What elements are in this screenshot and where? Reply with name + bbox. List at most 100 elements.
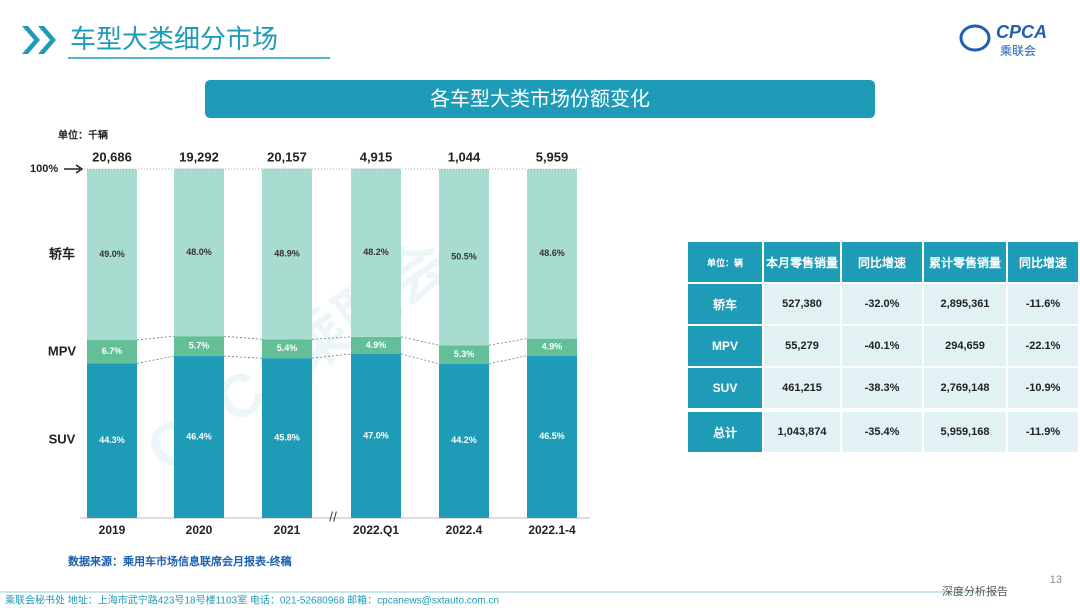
connector: [400, 336, 440, 346]
connector: [488, 338, 528, 346]
axis-break: //: [329, 509, 337, 525]
bar-segment: [87, 363, 137, 518]
data-label: 6.7%: [102, 346, 123, 356]
table-cell: 2,769,148: [922, 366, 1008, 411]
connector: [136, 335, 175, 341]
table-cell: 294,659: [922, 324, 1008, 368]
x-tick-label: 2021: [274, 523, 301, 537]
table-cell: 单位：辆: [686, 240, 764, 284]
x-tick-label: 2022.Q1: [353, 523, 399, 537]
table-row: MPV 55,279 -40.1% 294,659 -22.1%: [686, 324, 1080, 368]
x-tick-label: 2022.4: [446, 523, 483, 537]
bar-segment: [351, 168, 401, 337]
series-label: MPV: [48, 343, 77, 358]
footer-address: 乘联会秘书处 地址：上海市武宁路423号18号楼1103室 电话：021-526…: [5, 594, 499, 607]
table-cell: -10.9%: [1006, 366, 1080, 411]
arrow: [64, 164, 84, 174]
table-cell: 累计零售销量: [922, 240, 1008, 284]
bar-segment: [527, 355, 577, 518]
logo-text: CPCA: [996, 22, 1047, 42]
table-cell: -11.6%: [1006, 282, 1080, 326]
total-label: 1,044: [448, 149, 481, 164]
table-cell: 461,215: [762, 366, 842, 411]
bar-segment: [527, 169, 577, 339]
data-label: 46.4%: [186, 431, 212, 441]
table-cell: -22.1%: [1006, 324, 1080, 368]
data-label: 50.5%: [451, 251, 477, 261]
data-label: 44.2%: [451, 435, 477, 445]
connector: [488, 355, 528, 365]
top-label: 100%: [30, 163, 58, 175]
bar-segment: [87, 340, 137, 364]
table-cell: -38.3%: [840, 366, 924, 411]
table-cell: -40.1%: [840, 324, 924, 368]
table-cell: 同比增速: [1006, 240, 1080, 284]
data-label: 4.9%: [366, 340, 387, 350]
bar-segment: [262, 358, 312, 518]
banner-text: 各车型大类市场份额变化: [430, 87, 650, 110]
chevron-icon: [22, 26, 56, 54]
table-row: SUV 461,215 -38.3% 2,769,148 -10.9%: [686, 366, 1080, 411]
data-label: 48.0%: [186, 247, 212, 257]
source: 数据来源：乘用车市场信息联席会月报表-终稿: [68, 554, 292, 568]
total-label: 20,686: [92, 149, 132, 164]
table-cell: 2,895,361: [922, 282, 1008, 326]
logo-mark: [959, 24, 991, 52]
logo-sub: 乘联会: [1000, 44, 1036, 58]
x-tick-label: 2019: [99, 523, 126, 537]
bar-segment: [439, 363, 489, 518]
bar-segment: [174, 336, 224, 357]
page-title: 车型大类细分市场: [70, 24, 278, 54]
total-label: 5,959: [536, 149, 569, 164]
connector: [223, 335, 263, 340]
table-cell: -11.9%: [1006, 409, 1080, 454]
banner: [205, 80, 875, 118]
connector: [311, 336, 352, 340]
table-cell: -32.0%: [840, 282, 924, 326]
bar-segment: [351, 353, 401, 518]
bar-segment: [527, 338, 577, 356]
connector: [400, 353, 440, 365]
data-label: 48.6%: [539, 248, 565, 258]
bar-segment: [262, 339, 312, 359]
table-cell: -35.4%: [840, 409, 924, 454]
table-cell: 总计: [686, 409, 764, 454]
data-label: 49.0%: [99, 249, 125, 259]
total-label: 4,915: [360, 149, 393, 164]
table-row: 轿车 527,380 -32.0% 2,895,361 -11.6%: [686, 282, 1080, 326]
table-header: 单位：辆 本月零售销量 同比增速 累计零售销量 同比增速: [686, 240, 1080, 284]
data-label: 4.9%: [542, 342, 563, 352]
table-cell: 本月零售销量: [762, 240, 842, 284]
table-cell: 1,043,874: [762, 409, 842, 454]
connector: [136, 355, 175, 364]
footer-tag: 深度分析报告: [942, 584, 1008, 598]
unit-label: 单位：千辆: [58, 129, 108, 142]
bar-segment: [351, 336, 401, 354]
data-table: 单位：辆 本月零售销量 同比增速 累计零售销量 同比增速 轿车 527,380 -32.0% 2…: [686, 240, 1080, 454]
data-label: 48.2%: [363, 247, 389, 257]
table-cell: 轿车: [686, 282, 764, 326]
x-tick-label: 2020: [186, 523, 213, 537]
x-tick-label: 2022.1-4: [528, 523, 576, 537]
bar-segment: [174, 356, 224, 518]
bar-segment: [439, 169, 489, 346]
series-label: SUV: [49, 431, 76, 446]
table-cell: 55,279: [762, 324, 842, 368]
bar-segment: [174, 168, 224, 337]
data-label: 5.7%: [189, 340, 210, 350]
data-label: 5.4%: [277, 343, 298, 353]
bar-segment: [439, 345, 489, 364]
data-label: 45.8%: [274, 432, 300, 442]
table-cell: MPV: [686, 324, 764, 368]
data-label: 47.0%: [363, 430, 389, 440]
total-label: 20,157: [267, 149, 307, 164]
connector: [311, 353, 352, 359]
data-label: 44.3%: [99, 435, 125, 445]
bar-segment: [262, 168, 312, 340]
table-row: 总计 1,043,874 -35.4% 5,959,168 -11.9%: [686, 409, 1080, 454]
data-label: 48.9%: [274, 248, 300, 258]
bar-segment: [87, 169, 137, 341]
table-cell: 同比增速: [840, 240, 924, 284]
